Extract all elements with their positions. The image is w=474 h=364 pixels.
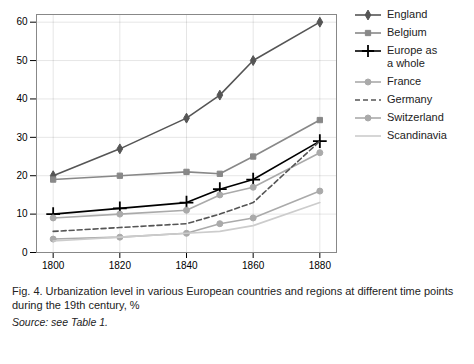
html-text:Fig. 4. Urbanization level in: Fig. 4. Urbanization level in various Eu… <box>12 285 454 311</box>
svg-text:1840: 1840 <box>175 260 198 271</box>
svg-text:50: 50 <box>16 55 28 66</box>
svg-text:1820: 1820 <box>109 260 132 271</box>
svg-text:40: 40 <box>16 93 28 104</box>
html-text:Germany: Germany <box>387 93 433 105</box>
html-text:Europe as a whole: Europe as a whole <box>387 44 438 69</box>
svg-text:30: 30 <box>16 132 28 143</box>
svg-text:1880: 1880 <box>309 260 332 271</box>
svg-text:0: 0 <box>22 247 28 258</box>
svg-text:10: 10 <box>16 208 28 219</box>
html-text:Scandinavia: Scandinavia <box>387 129 447 141</box>
html-text:Switzerland: Switzerland <box>387 111 444 123</box>
svg-text:60: 60 <box>16 16 28 27</box>
html-text:England: England <box>387 8 428 20</box>
svg-text:20: 20 <box>16 170 28 181</box>
html-text:Source: see Table 1.: Source: see Table 1. <box>12 316 108 328</box>
svg-text:1860: 1860 <box>242 260 265 271</box>
html-text:France: France <box>387 75 422 87</box>
html-text:Belgium: Belgium <box>387 26 427 38</box>
svg-text:1800: 1800 <box>42 260 65 271</box>
